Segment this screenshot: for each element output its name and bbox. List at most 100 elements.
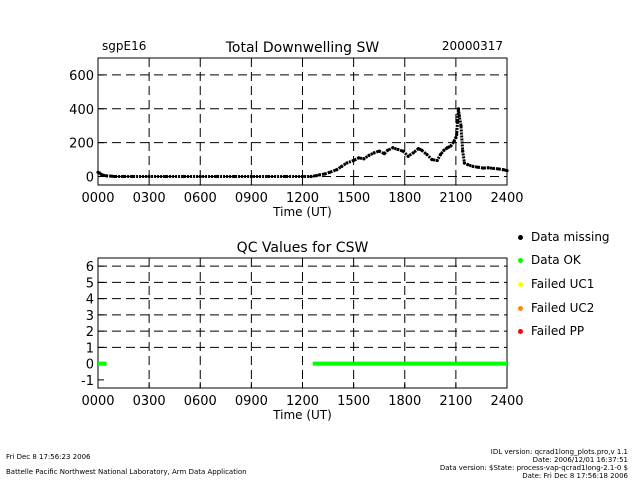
sw-data-point: [456, 107, 461, 111]
sw-data-point: [377, 149, 381, 153]
footer-right: IDL version: qcrad1long_plots.pro,v 1.1 …: [440, 448, 628, 480]
qc-y-tick-label: 6: [86, 260, 94, 275]
sw-data-point: [314, 174, 318, 178]
sw-data-point: [476, 165, 480, 169]
sw-x-tick-label: 0600: [184, 191, 217, 206]
sw-data-point: [430, 158, 434, 162]
legend-label: Failed UC2: [531, 301, 595, 315]
footer-left-org: Battelle Pacific Northwest National Labo…: [6, 468, 247, 476]
sw-data-point: [496, 167, 501, 171]
legend-marker: [518, 235, 523, 240]
sw-data-point: [459, 124, 463, 128]
sw-x-axis-label: Time (UT): [272, 205, 332, 219]
sw-data-point: [481, 166, 485, 170]
sw-data-point: [442, 148, 446, 152]
sw-data-point: [104, 174, 109, 178]
sw-data-point: [455, 132, 459, 136]
sw-data-point: [505, 169, 509, 173]
legend-label: Failed PP: [531, 324, 585, 338]
sw-data-point: [466, 163, 470, 167]
sw-x-tick-label: 0000: [81, 191, 114, 206]
sw-x-tick-label: 2400: [490, 191, 523, 206]
sw-data-point: [362, 157, 366, 161]
sw-data-point: [471, 164, 475, 168]
sw-data-point: [164, 174, 168, 179]
sw-data-point: [411, 151, 415, 155]
sw-data-point: [416, 146, 420, 151]
sw-x-tick-label: 0300: [133, 191, 166, 206]
qc-x-tick-label: 1200: [286, 394, 319, 409]
sw-data-point: [357, 156, 361, 160]
sw-data-point: [449, 144, 453, 148]
sw-data-point: [438, 152, 443, 157]
qc-y-tick-label: 4: [86, 293, 94, 308]
legend-label: Data OK: [531, 253, 581, 267]
sw-data-point: [486, 166, 490, 170]
footer-data-version: Data version: $State: process-vap-qcrad1…: [439, 464, 628, 472]
qc-x-tick-label: 0000: [81, 394, 114, 409]
sw-y-tick-label: 400: [69, 103, 94, 118]
sw-data-point: [457, 113, 461, 118]
footer-idl-version: IDL version: qcrad1long_plots.pro,v 1.1: [490, 448, 628, 456]
legend-label: Failed UC1: [531, 277, 595, 291]
sw-data-point: [266, 174, 271, 179]
sw-data-point: [249, 174, 253, 179]
sw-data-point: [445, 146, 449, 150]
sw-data-point: [113, 174, 117, 179]
sw-x-tick-label: 1500: [337, 191, 370, 206]
legend-item-failed-pp: Failed PP: [518, 323, 584, 339]
qc-x-tick-label: 0300: [133, 394, 166, 409]
qc-x-tick-label: 1500: [337, 394, 370, 409]
sw-data-point: [461, 149, 465, 153]
qc-y-tick-label: 1: [86, 341, 94, 356]
legend-marker: [518, 329, 523, 334]
sw-data-point: [323, 172, 327, 176]
sw-y-tick-label: 0: [86, 171, 94, 186]
sw-data-point: [215, 174, 219, 179]
sw-data-point: [491, 166, 495, 171]
sw-data-point: [198, 174, 202, 179]
legend-marker: [518, 306, 523, 311]
qc-y-tick-label: 3: [86, 309, 94, 324]
sw-title: Total Downwelling SW: [225, 40, 380, 56]
sw-data-point: [232, 174, 236, 179]
footer-idl-date: Date: 2006/12/01 16:37:51: [532, 456, 628, 464]
sw-data-point: [391, 146, 395, 150]
sw-data-point: [121, 174, 126, 179]
sw-data-point: [101, 173, 105, 177]
sw-data-point: [435, 158, 439, 163]
sw-data-point: [328, 170, 332, 174]
sw-data-point: [110, 174, 114, 178]
legend-marker: [518, 282, 523, 287]
sw-data-point: [340, 164, 344, 168]
legend-item-failed-uc1: Failed UC1: [518, 276, 594, 292]
sw-x-tick-label: 2100: [439, 191, 472, 206]
sw-data-point: [382, 152, 386, 156]
sw-date-label: 20000317: [442, 39, 503, 53]
sw-data-point: [317, 173, 322, 177]
sw-data-point: [455, 119, 460, 123]
sw-data-point: [130, 174, 134, 179]
qc-title: QC Values for CSW: [237, 240, 369, 256]
legend-item-failed-uc2: Failed UC2: [518, 300, 594, 316]
qc-plot-frame: [97, 257, 508, 389]
sw-data-point: [334, 168, 339, 172]
sw-data-point: [454, 135, 458, 140]
qc-x-tick-label: 2400: [490, 394, 523, 409]
qc-y-tick-label: 2: [86, 325, 94, 340]
sw-station-label: sgpE16: [102, 39, 146, 53]
sw-x-tick-label: 1200: [286, 191, 319, 206]
sw-x-tick-label: 0900: [235, 191, 268, 206]
sw-y-tick-label: 200: [69, 137, 94, 152]
qc-x-tick-label: 2100: [439, 394, 472, 409]
sw-data-point: [386, 148, 390, 152]
qc-x-tick-label: 1800: [388, 394, 421, 409]
sw-data-point: [181, 174, 185, 179]
sw-data-point: [147, 174, 151, 179]
qc-x-tick-label: 0900: [235, 394, 268, 409]
qc-y-tick-label: 5: [86, 276, 94, 291]
footer-left-date: Fri Dec 8 17:56:23 2006: [6, 453, 91, 461]
sw-data-point: [367, 153, 371, 157]
